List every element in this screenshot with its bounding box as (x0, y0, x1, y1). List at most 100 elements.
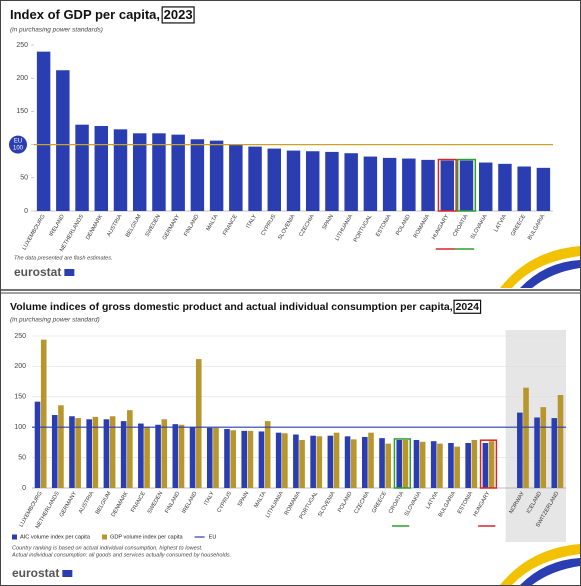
bar (247, 430, 254, 488)
chart-title: Volume indices of gross domestic product… (10, 301, 479, 313)
bar (517, 412, 523, 488)
title-year: 2024 (456, 301, 480, 313)
bar (402, 158, 416, 211)
bar (152, 133, 166, 211)
bar (402, 439, 409, 488)
bar (350, 439, 357, 488)
highlight-box (393, 438, 412, 489)
bar (51, 415, 58, 488)
bar (385, 443, 392, 488)
bar (132, 133, 147, 211)
y-tick-label: 100 (14, 424, 26, 431)
legend-swatch (101, 534, 107, 540)
bar (224, 429, 230, 488)
bar (286, 150, 301, 211)
ribbon-blue (520, 558, 580, 585)
title-text: Index of GDP per capita, (10, 7, 160, 22)
bar (172, 424, 179, 488)
bar (430, 441, 437, 488)
bar (536, 167, 551, 211)
y-tick-label: 100 (13, 146, 24, 152)
bar (517, 166, 531, 211)
bar (448, 443, 454, 488)
bar (58, 405, 64, 488)
highlight-box (479, 439, 498, 489)
bar (92, 416, 99, 488)
bar (195, 359, 202, 488)
legend-label: GDP volume index per capita (110, 534, 184, 540)
bar (40, 339, 47, 488)
bar (421, 159, 435, 211)
legend-swatch (12, 534, 17, 540)
y-tick-label: 150 (16, 108, 28, 115)
legend-label: EU (209, 534, 217, 540)
y-tick-label: 150 (14, 394, 26, 401)
ribbon-yellow (500, 544, 580, 585)
y-tick-label: 0 (22, 485, 26, 492)
chart-subtitle: (in purchasing power standards) (10, 27, 103, 34)
ribbon (500, 246, 580, 585)
bar (413, 439, 420, 488)
bar (267, 148, 282, 211)
bar (69, 416, 75, 488)
footnote: The data presented are flash estimates. (14, 255, 113, 261)
bar (557, 394, 564, 488)
bar (161, 419, 168, 488)
y-tick-label: 200 (16, 75, 28, 82)
y-tick-label: 250 (16, 42, 28, 49)
bar (275, 432, 282, 488)
bar (478, 162, 493, 211)
bar (440, 160, 455, 211)
bar (333, 432, 340, 488)
bar (155, 424, 161, 488)
bar (363, 156, 378, 211)
bar (171, 134, 185, 211)
bar (362, 436, 368, 488)
bar (465, 443, 471, 488)
bar (310, 435, 316, 488)
bar (488, 441, 495, 488)
title-year-box (161, 6, 195, 24)
reference-label: EU (14, 139, 22, 145)
title-year: 2023 (164, 7, 193, 22)
bar (325, 151, 339, 211)
bar (241, 430, 248, 488)
y-tick-label: 250 (14, 333, 26, 340)
bar (144, 426, 150, 488)
bar (305, 151, 320, 211)
source-logo: eurostat (14, 265, 61, 279)
bar (190, 139, 205, 211)
source-logo: eurostat (12, 566, 59, 580)
bar (206, 427, 213, 488)
bar (419, 441, 426, 488)
title-text: Volume indices of gross domestic product… (10, 301, 453, 313)
bar (282, 433, 288, 488)
bar (189, 427, 196, 488)
y-tick-label: 50 (20, 175, 28, 182)
logo-flag (64, 269, 75, 276)
y-tick-label: 200 (14, 363, 26, 370)
bar (75, 124, 89, 211)
chart-subtitle: (in purchasing power standard) (10, 317, 100, 324)
bar (534, 417, 540, 488)
chart-title: Index of GDP per capita, 2023 (10, 7, 193, 22)
bar (523, 387, 529, 488)
bar (213, 427, 219, 488)
footnote: Actual individual consumption: all goods… (11, 552, 231, 558)
bar (471, 439, 478, 488)
bar (34, 401, 41, 488)
bar (127, 410, 133, 488)
bar (382, 157, 397, 211)
bar (36, 51, 51, 211)
bar (316, 436, 323, 488)
bar (327, 435, 334, 488)
bar (230, 430, 236, 488)
footnote: Country ranking is based on actual indiv… (12, 545, 203, 551)
bar (454, 446, 460, 488)
bar (229, 144, 243, 211)
bar (437, 443, 443, 488)
bar (94, 126, 109, 211)
bar (248, 146, 262, 211)
bar (344, 153, 358, 211)
